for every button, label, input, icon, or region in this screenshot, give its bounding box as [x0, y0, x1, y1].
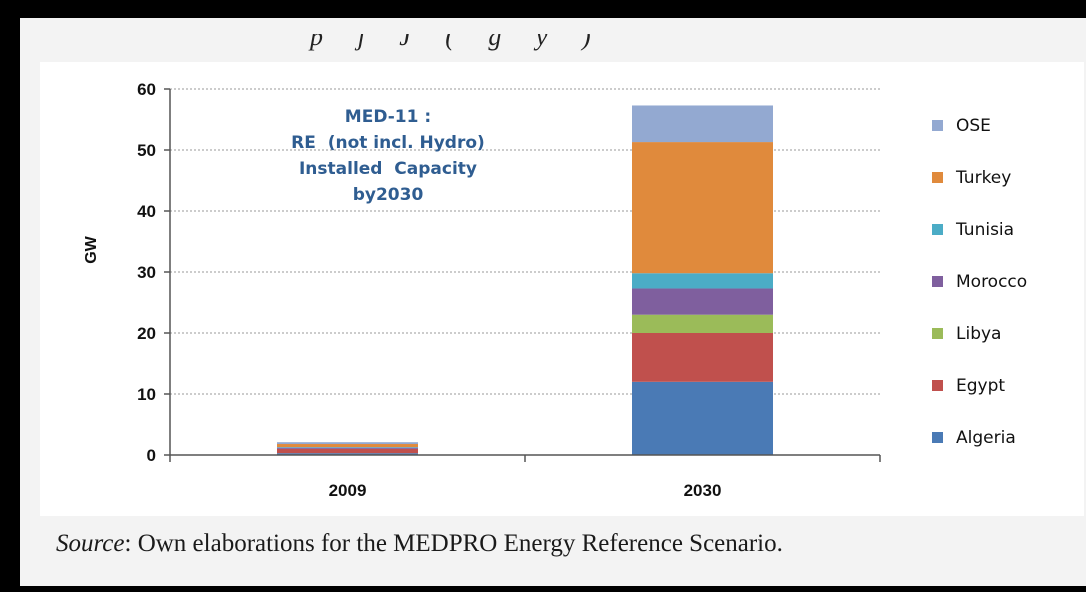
- legend-swatch-libya: [932, 328, 943, 339]
- legend-label-libya: Libya: [956, 324, 1001, 344]
- y-tick-label: 0: [147, 446, 156, 465]
- gridlines: [170, 88, 880, 395]
- bar-segment-libya: [632, 314, 773, 333]
- y-tick-label: 60: [137, 80, 156, 99]
- legend-label-morocco: Morocco: [956, 272, 1027, 292]
- legend-label-ose: OSE: [956, 116, 991, 136]
- y-tick-label: 10: [137, 385, 156, 404]
- y-axis-label: GW: [83, 235, 100, 263]
- bar-segment-algeria: [277, 453, 418, 455]
- chart-annotation: MED-11 : RE (not incl. Hydro) Installed Ca…: [291, 107, 485, 205]
- legend-swatch-turkey: [932, 172, 943, 183]
- bar-segment-turkey: [277, 444, 418, 448]
- legend-label-turkey: Turkey: [955, 168, 1011, 188]
- bar-segment-morocco: [277, 447, 418, 449]
- legend-label-tunisia: Tunisia: [955, 220, 1014, 240]
- bars: [277, 105, 773, 455]
- annotation-line: Installed Capacity: [299, 159, 477, 179]
- source-label: Source: [56, 530, 125, 557]
- bar-segment-morocco: [632, 288, 773, 315]
- annotation-line: MED-11 :: [345, 107, 431, 127]
- y-tick-label: 30: [137, 263, 156, 282]
- legend-swatch-egypt: [932, 380, 943, 391]
- source-text: : Own elaborations for the MEDPRO Energy…: [124, 530, 783, 557]
- legend-label-algeria: Algeria: [956, 428, 1016, 448]
- bar-segment-turkey: [632, 142, 773, 274]
- x-category-label: 2030: [684, 481, 722, 500]
- legend: OSE Turkey Tunisia Morocco Libya Egypt Algeria: [932, 116, 1027, 448]
- bar-segment-ose: [632, 105, 773, 143]
- legend-swatch-tunisia: [932, 224, 943, 235]
- source-caption: Source: Own elaborations for the MEDPRO …: [56, 530, 783, 558]
- y-tick-label: 40: [137, 202, 156, 221]
- bar-segment-ose: [277, 442, 418, 445]
- chart-panel: 0 10 20 30 40 50 60 2009 2030 GW MED-11 : RE (not…: [40, 62, 1084, 516]
- legend-swatch-morocco: [932, 276, 943, 287]
- bar-segment-egypt: [632, 333, 773, 382]
- bar-segment-tunisia: [632, 273, 773, 289]
- bar-segment-algeria: [632, 381, 773, 455]
- cropped-title-fragment: p j J ( g y ): [310, 34, 605, 51]
- legend-swatch-algeria: [932, 432, 943, 443]
- y-tick-label: 50: [137, 141, 156, 160]
- bar-segment-tunisia: [277, 447, 418, 448]
- y-tick-label: 20: [137, 324, 156, 343]
- x-category-label: 2009: [329, 481, 367, 500]
- bar-segment-egypt: [277, 448, 418, 454]
- annotation-line: RE (not incl. Hydro): [291, 133, 485, 153]
- annotation-line: by2030: [353, 185, 424, 205]
- legend-swatch-ose: [932, 120, 943, 131]
- legend-label-egypt: Egypt: [956, 376, 1005, 396]
